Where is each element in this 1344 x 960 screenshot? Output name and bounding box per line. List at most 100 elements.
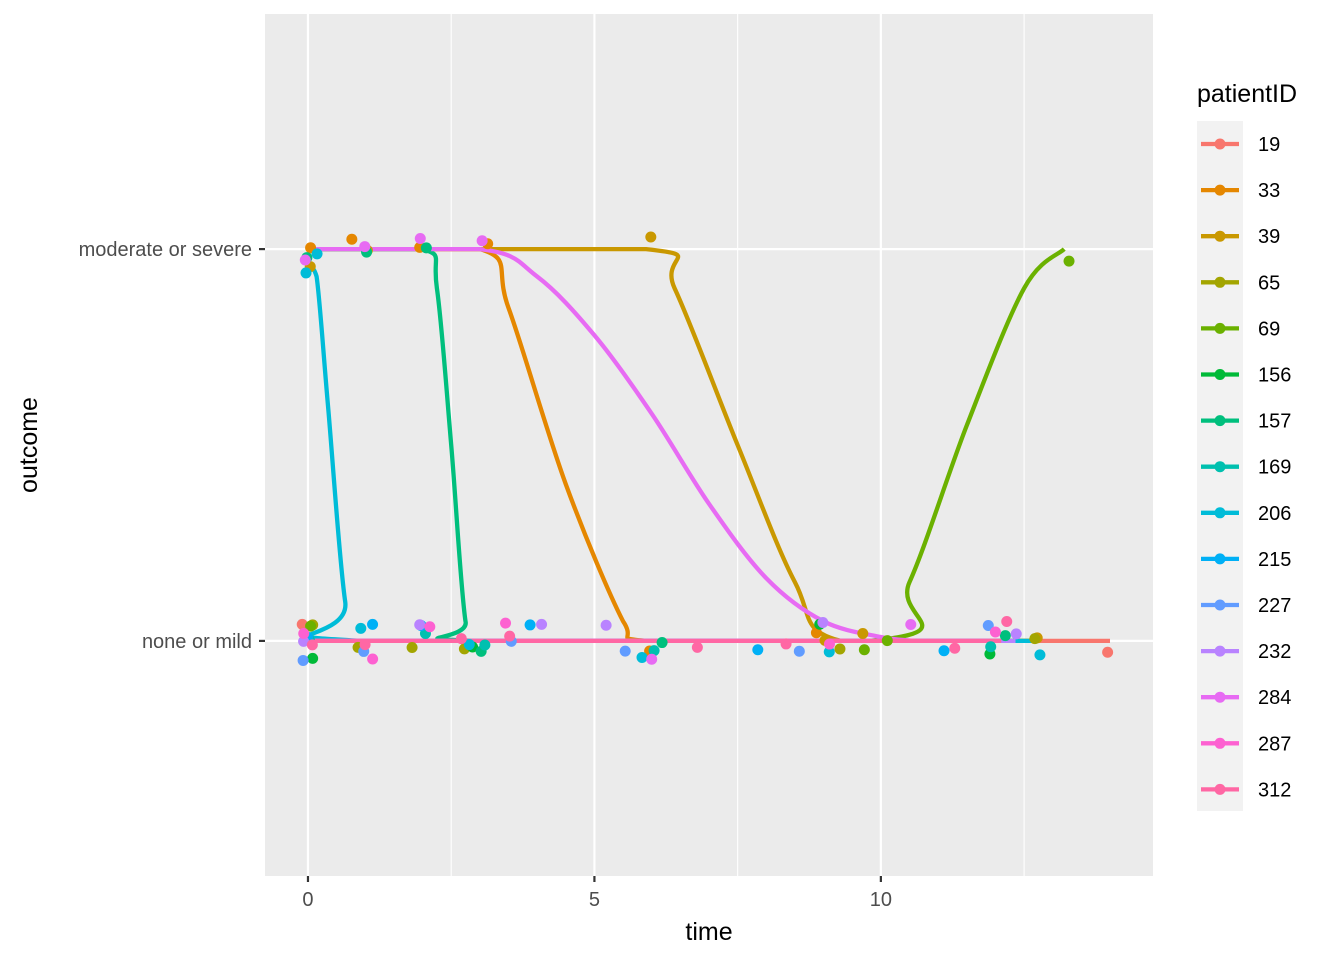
data-point-157 [999,630,1011,642]
data-point-227 [297,654,309,666]
legend-label-227: 227 [1258,595,1291,617]
data-point-287 [823,638,835,650]
data-point-287 [500,617,512,629]
data-point-215 [367,618,379,630]
x-tick-label: 5 [589,889,600,911]
panel-background [265,14,1153,876]
data-point-312 [949,642,961,654]
series-points [296,231,1114,666]
data-point-284 [414,233,426,245]
data-point-232 [1010,628,1022,640]
series-curve-284 [308,246,916,644]
data-point-69 [1063,255,1075,267]
legend-key-point-39 [1214,230,1226,242]
data-point-227 [619,645,631,657]
data-point-215 [524,619,536,631]
data-point-284 [359,241,371,253]
data-point-69 [305,620,317,632]
legend-key-point-19 [1214,138,1226,150]
data-point-312 [691,641,703,653]
data-point-206 [823,646,835,658]
data-point-284 [299,254,311,266]
data-point-284 [476,235,488,247]
data-point-206 [1034,649,1046,661]
legend-label-206: 206 [1258,503,1291,525]
data-point-69 [858,644,870,656]
data-point-232 [600,619,612,631]
data-point-232 [414,619,426,631]
data-point-157 [420,242,432,254]
legend-key-point-33 [1214,184,1226,196]
data-point-232 [536,618,548,630]
data-point-227 [793,645,805,657]
data-point-169 [648,645,660,657]
legend-key-point-206 [1214,507,1226,519]
x-tick-label: 0 [302,889,313,911]
legend-key-point-156 [1214,369,1226,380]
y-tick-label: none or mild [142,631,252,653]
data-point-69 [881,635,893,647]
data-point-156 [307,652,319,664]
data-point-215 [752,644,764,656]
legend-label-215: 215 [1258,549,1291,571]
legend-label-65: 65 [1258,272,1280,294]
legend-label-232: 232 [1258,641,1291,663]
data-point-19 [1102,646,1114,658]
data-point-39 [645,231,657,243]
y-tick-label: moderate or severe [79,239,252,261]
legend-label-33: 33 [1258,180,1280,202]
data-point-215 [938,645,950,657]
legend-label-284: 284 [1258,687,1291,709]
data-point-312 [780,638,792,650]
legend-label-312: 312 [1258,779,1291,801]
data-point-284 [646,653,658,665]
data-point-39 [857,628,869,640]
data-point-206 [311,248,323,260]
legend-key-point-284 [1214,691,1226,703]
legend-key-point-215 [1214,553,1226,565]
legend-key-point-312 [1214,783,1226,795]
legend-label-169: 169 [1258,457,1291,479]
legend-label-156: 156 [1258,365,1291,387]
data-point-169 [985,641,997,653]
legend-key-point-232 [1214,645,1226,657]
data-point-287 [424,621,436,633]
data-point-312 [1001,616,1013,628]
legend-title: patientID [1197,80,1297,108]
data-point-157 [656,637,668,649]
x-tick-label: 10 [870,889,892,911]
data-point-65 [406,641,418,653]
legend: patientID 19 33 39 65 69 156 157 169 206 215 227 23… [1197,80,1297,811]
data-point-287 [298,628,310,640]
data-point-287 [989,626,1001,638]
data-point-206 [636,651,648,663]
data-point-206 [463,639,475,651]
x-axis-title: time [685,918,732,946]
legend-key-point-157 [1214,415,1226,427]
data-point-65 [834,643,846,655]
y-axis-title: outcome [15,397,43,493]
x-axis: 0 5 10 [302,876,892,911]
data-point-312 [359,639,371,651]
data-point-232 [817,617,829,629]
legend-key-point-287 [1214,737,1226,749]
data-point-284 [905,618,917,630]
data-point-65 [1029,633,1041,645]
legend-label-287: 287 [1258,733,1291,755]
data-point-312 [455,633,467,645]
legend-label-157: 157 [1258,411,1291,433]
data-point-232 [298,635,310,647]
legend-label-39: 39 [1258,226,1280,248]
series-curves [305,246,1110,644]
data-point-312 [504,630,516,642]
legend-label-69: 69 [1258,318,1280,340]
data-point-287 [367,653,379,665]
y-axis: none or mild moderate or severe [79,239,265,653]
data-point-227 [982,619,994,631]
legend-key-point-227 [1214,599,1226,611]
data-point-206 [300,267,312,279]
data-point-33 [346,233,358,245]
legend-key-point-69 [1214,322,1226,334]
legend-key-point-169 [1214,461,1226,473]
